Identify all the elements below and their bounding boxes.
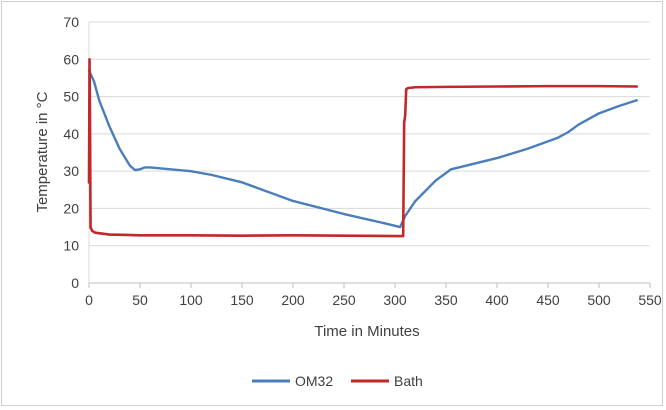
x-tick-label: 250 bbox=[332, 292, 356, 308]
y-tick-label: 60 bbox=[63, 51, 79, 67]
series-line-bath bbox=[87, 57, 639, 238]
y-tick-label: 70 bbox=[63, 14, 79, 30]
x-tick-label: 400 bbox=[485, 292, 509, 308]
legend-label-bath: Bath bbox=[394, 373, 423, 389]
x-tick-label: 100 bbox=[179, 292, 203, 308]
series-line-om32 bbox=[87, 69, 638, 229]
y-axis-label: Temperature in °C bbox=[34, 91, 51, 212]
y-tick-label: 10 bbox=[63, 238, 79, 254]
x-tick-label: 450 bbox=[536, 292, 560, 308]
x-tick-label: 0 bbox=[85, 292, 93, 308]
x-tick-label: 200 bbox=[281, 292, 305, 308]
line-chart: 0 10 20 30 40 50 60 70 0 50 100 150 200 250 300 350 400 4… bbox=[34, 14, 662, 389]
y-tick-label: 40 bbox=[63, 126, 79, 142]
y-tick-label: 30 bbox=[63, 163, 79, 179]
y-tick-label: 0 bbox=[71, 275, 79, 291]
x-tick-label: 50 bbox=[132, 292, 148, 308]
x-tick-label: 550 bbox=[638, 292, 662, 308]
legend-label-om32: OM32 bbox=[295, 373, 333, 389]
axis-layer: 0 10 20 30 40 50 60 70 0 50 100 150 200 250 300 350 400 4… bbox=[63, 14, 661, 308]
x-axis-label: Time in Minutes bbox=[314, 323, 419, 340]
y-tick-label: 50 bbox=[63, 89, 79, 105]
series-layer bbox=[87, 57, 639, 238]
y-tick-label: 20 bbox=[63, 200, 79, 216]
x-tick-label: 500 bbox=[587, 292, 611, 308]
x-tick-label: 300 bbox=[383, 292, 407, 308]
x-tick-label: 350 bbox=[434, 292, 458, 308]
legend: OM32 Bath bbox=[252, 373, 423, 389]
x-tick-label: 150 bbox=[230, 292, 254, 308]
